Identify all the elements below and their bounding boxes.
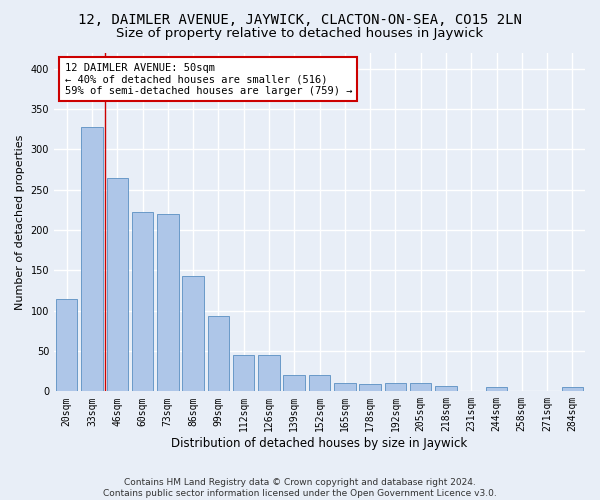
Bar (385, 384, 406, 392)
Bar (435, 386, 457, 392)
Bar (359, 384, 381, 392)
Bar (107, 178, 128, 392)
Bar (334, 384, 356, 392)
Bar (157, 214, 179, 392)
Bar (81, 126, 103, 392)
Bar (562, 388, 583, 392)
Text: Contains HM Land Registry data © Crown copyright and database right 2024.
Contai: Contains HM Land Registry data © Crown c… (103, 478, 497, 498)
X-axis label: Distribution of detached houses by size in Jaywick: Distribution of detached houses by size … (172, 437, 467, 450)
Text: 12 DAIMLER AVENUE: 50sqm
← 40% of detached houses are smaller (516)
59% of semi-: 12 DAIMLER AVENUE: 50sqm ← 40% of detach… (65, 62, 352, 96)
Bar (233, 355, 254, 392)
Bar (309, 375, 330, 392)
Text: 12, DAIMLER AVENUE, JAYWICK, CLACTON-ON-SEA, CO15 2LN: 12, DAIMLER AVENUE, JAYWICK, CLACTON-ON-… (78, 12, 522, 26)
Y-axis label: Number of detached properties: Number of detached properties (15, 134, 25, 310)
Text: Size of property relative to detached houses in Jaywick: Size of property relative to detached ho… (116, 28, 484, 40)
Bar (208, 316, 229, 392)
Bar (132, 212, 153, 392)
Bar (182, 276, 204, 392)
Bar (410, 384, 431, 392)
Bar (56, 298, 77, 392)
Bar (486, 388, 507, 392)
Bar (258, 355, 280, 392)
Bar (283, 375, 305, 392)
